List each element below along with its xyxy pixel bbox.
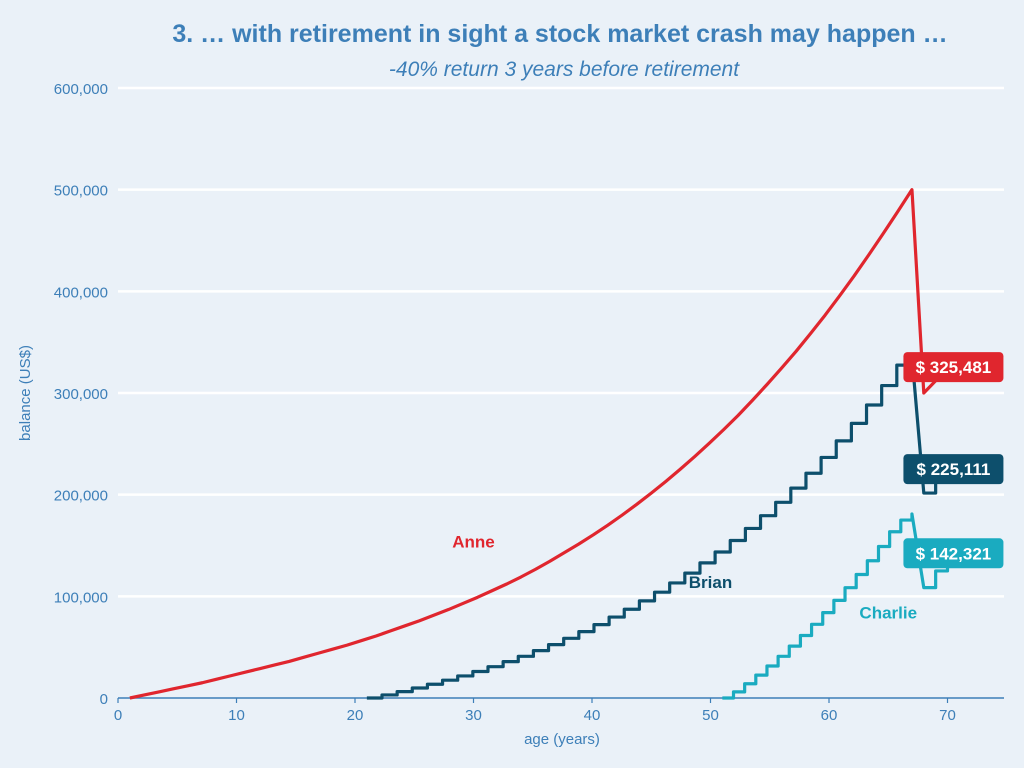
y-tick-label: 300,000 <box>54 386 108 403</box>
x-axis-label: age (years) <box>524 731 600 748</box>
grid <box>118 86 1004 598</box>
y-tick-label: 200,000 <box>54 488 108 505</box>
x-tick-label: 40 <box>584 707 601 724</box>
end-value-labels: $ 325,481 $ 225,111 $ 142,321 <box>903 352 1004 569</box>
end-label-box <box>903 352 1004 383</box>
x-tick-label: 20 <box>347 707 364 724</box>
end-label-value: $ 325,481 <box>916 358 992 377</box>
end-label-brian: $ 225,111 <box>903 454 1004 485</box>
series-charlie <box>722 512 950 700</box>
end-label-charlie: $ 142,321 <box>903 538 1004 569</box>
series-label-charlie: Charlie <box>859 604 917 623</box>
y-tick-label: 400,000 <box>54 284 108 301</box>
x-tick-label: 60 <box>821 707 838 724</box>
series-annotations: Anne Brian Charlie <box>452 533 917 623</box>
series-line-anne <box>129 188 949 700</box>
y-tick-label: 500,000 <box>54 183 108 200</box>
series-line-brian <box>366 354 950 700</box>
chart-title: 3. … with retirement in sight a stock ma… <box>172 20 947 48</box>
series-brian <box>366 354 950 700</box>
y-axis-label: balance (US$) <box>17 345 34 441</box>
end-label-value: $ 225,111 <box>917 460 991 479</box>
series-label-brian: Brian <box>689 573 732 592</box>
x-tick-label: 30 <box>465 707 482 724</box>
series-label-anne: Anne <box>452 533 495 552</box>
x-tick-label: 50 <box>702 707 719 724</box>
end-label-value: $ 142,321 <box>916 544 992 563</box>
y-tick-label: 0 <box>100 691 108 708</box>
y-axis-ticks: 0 100,000 200,000 300,000 400,000 500,000 600,… <box>54 81 108 708</box>
x-tick-label: 0 <box>114 707 122 724</box>
end-label-box <box>903 454 1004 485</box>
series-line-charlie <box>722 512 950 700</box>
x-tick-label: 10 <box>228 707 245 724</box>
x-axis-ticks: 0 10 20 30 40 50 60 70 <box>114 698 956 724</box>
end-label-box <box>903 538 1004 569</box>
end-label-anne: $ 325,481 <box>903 352 1004 383</box>
y-tick-label: 600,000 <box>54 81 108 98</box>
series-anne <box>129 188 949 700</box>
x-tick-label: 70 <box>939 707 956 724</box>
chart-subtitle: -40% return 3 years before retirement <box>389 58 740 81</box>
series-lines <box>129 188 950 700</box>
y-tick-label: 100,000 <box>54 589 108 606</box>
